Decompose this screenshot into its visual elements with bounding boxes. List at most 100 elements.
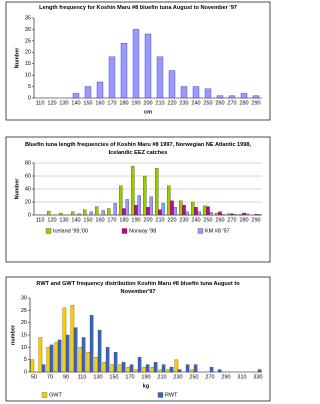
page: 0 5 10 15 20 25 30 35 Number 110 120 130 140 150 160 17… bbox=[5, 1, 271, 402]
y-tick-label: 5 bbox=[28, 84, 31, 90]
bar bbox=[233, 214, 237, 216]
x-tick-label: 200 bbox=[143, 217, 152, 223]
x-tick-label: 200 bbox=[143, 100, 152, 106]
bar bbox=[137, 195, 141, 216]
bar bbox=[101, 210, 105, 216]
bar bbox=[125, 199, 129, 216]
y-tick-label: 10 bbox=[25, 73, 31, 79]
x-tick-label: 290 bbox=[221, 374, 230, 380]
x-tick-label: 180 bbox=[119, 100, 128, 106]
x-tick-label: 170 bbox=[107, 100, 116, 106]
bar bbox=[153, 361, 158, 373]
bar bbox=[194, 207, 198, 216]
x-tick-label: 290 bbox=[251, 100, 260, 106]
bar bbox=[216, 95, 224, 99]
bar bbox=[142, 366, 147, 373]
x-tick-label: 120 bbox=[47, 217, 56, 223]
bar bbox=[134, 205, 138, 216]
x-tick-label: 130 bbox=[59, 100, 68, 106]
bar bbox=[137, 357, 142, 373]
y-tick-label: 25 bbox=[25, 38, 31, 44]
bar bbox=[108, 56, 116, 99]
x-tick-label: 290 bbox=[251, 217, 260, 223]
bar bbox=[57, 339, 62, 373]
bar bbox=[192, 86, 200, 99]
chart-title: RWT and GWT frequency distribution Koshi… bbox=[36, 281, 240, 295]
bar bbox=[149, 196, 153, 216]
x-tick-label: 110 bbox=[36, 217, 45, 223]
bar bbox=[257, 214, 261, 216]
y-tick-label: 5 bbox=[24, 357, 27, 363]
bar bbox=[185, 211, 189, 216]
x-tick-label: 140 bbox=[71, 100, 80, 106]
x-tick-label: 250 bbox=[203, 100, 212, 106]
y-tick-label: 20 bbox=[21, 320, 27, 326]
bar bbox=[65, 334, 70, 373]
bar bbox=[146, 207, 150, 216]
bar bbox=[83, 209, 87, 216]
bar bbox=[81, 337, 86, 373]
x-tick-label: 120 bbox=[47, 100, 56, 106]
bar bbox=[180, 86, 188, 99]
x-tick-label: 210 bbox=[155, 217, 164, 223]
bar bbox=[161, 364, 166, 373]
y-tick-label: 25 bbox=[21, 308, 27, 314]
y-tick-label: 80 bbox=[25, 160, 31, 166]
x-tick-label: 330 bbox=[253, 374, 262, 380]
legend-label: Iceland '99,'00 bbox=[53, 228, 88, 234]
legend-label: Norway '98 bbox=[129, 228, 156, 234]
bar bbox=[239, 214, 243, 216]
bar bbox=[126, 366, 131, 373]
bar bbox=[102, 361, 107, 373]
bar bbox=[38, 337, 43, 373]
x-axis-label: cm bbox=[144, 109, 152, 115]
bar bbox=[134, 369, 139, 373]
x-tick-label: 180 bbox=[119, 217, 128, 223]
bar bbox=[190, 369, 195, 373]
bar bbox=[119, 185, 123, 216]
bar bbox=[132, 29, 140, 99]
x-tick-label: 160 bbox=[95, 217, 104, 223]
bar bbox=[94, 357, 99, 373]
bar bbox=[230, 213, 234, 216]
bar bbox=[177, 369, 182, 373]
bar bbox=[182, 205, 186, 216]
bar bbox=[129, 364, 134, 373]
bar bbox=[77, 213, 81, 216]
x-tick-label: 270 bbox=[205, 374, 214, 380]
bar bbox=[62, 307, 67, 373]
y-tick-label: 0 bbox=[24, 369, 27, 375]
bar bbox=[179, 200, 183, 216]
bar bbox=[166, 369, 171, 373]
x-tick-label: 230 bbox=[179, 100, 188, 106]
bar bbox=[218, 211, 222, 216]
x-tick-label: 240 bbox=[191, 100, 200, 106]
x-tick-label: 190 bbox=[131, 100, 140, 106]
x-tick-label: 90 bbox=[63, 374, 69, 380]
x-tick-label: 270 bbox=[227, 217, 236, 223]
bar bbox=[107, 208, 111, 216]
x-tick-label: 280 bbox=[239, 100, 248, 106]
y-axis-label: Number bbox=[14, 47, 20, 69]
x-tick-label: 160 bbox=[95, 100, 104, 106]
legend-swatch bbox=[197, 228, 204, 234]
x-tick-label: 210 bbox=[157, 374, 166, 380]
x-tick-label: 220 bbox=[167, 217, 176, 223]
bar bbox=[49, 344, 54, 373]
x-tick-label: 210 bbox=[155, 100, 164, 106]
chart-title: Length frequency for Koshin Maru #8 blue… bbox=[39, 5, 237, 11]
y-tick-label: 0 bbox=[28, 212, 31, 218]
x-tick-label: 270 bbox=[227, 100, 236, 106]
x-tick-label: 130 bbox=[59, 217, 68, 223]
y-tick-label: 15 bbox=[21, 332, 27, 338]
y-tick-label: 30 bbox=[21, 295, 27, 301]
bar bbox=[215, 212, 219, 216]
legend-swatch bbox=[157, 392, 164, 398]
x-tick-label: 220 bbox=[167, 100, 176, 106]
bar bbox=[204, 88, 212, 99]
bar bbox=[185, 364, 190, 373]
y-tick-label: 60 bbox=[25, 173, 31, 179]
bar bbox=[72, 93, 80, 99]
bar bbox=[95, 206, 99, 216]
